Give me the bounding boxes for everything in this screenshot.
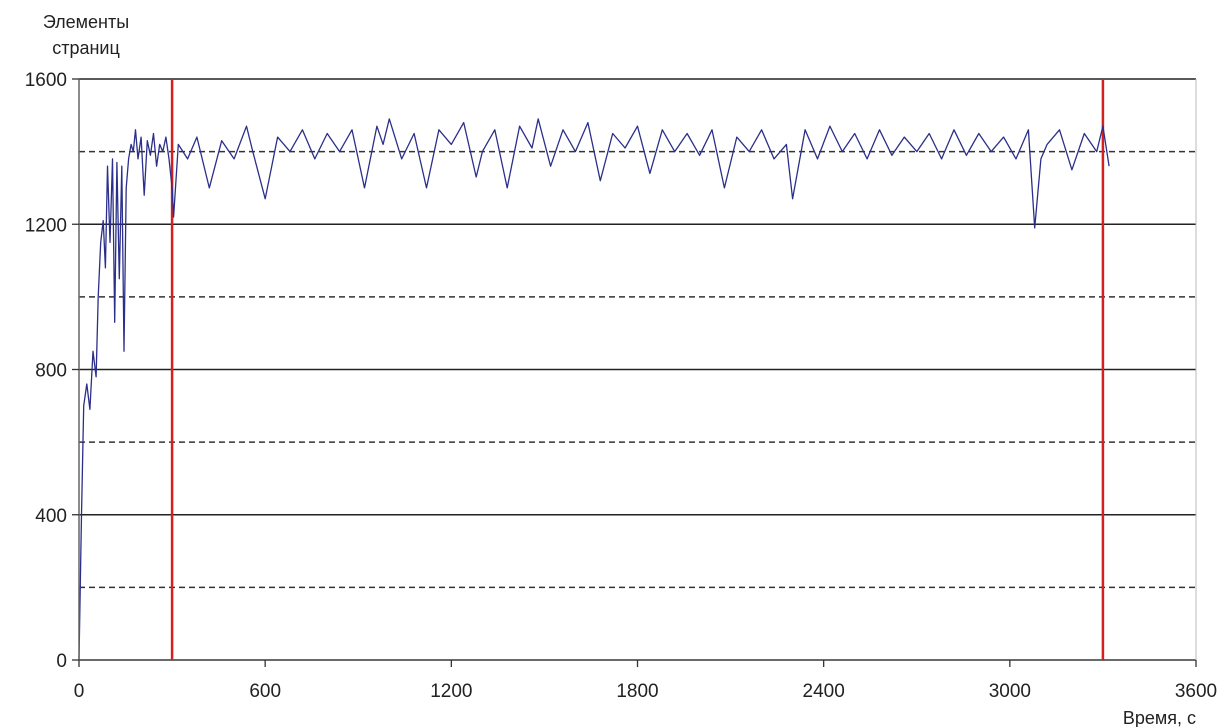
y-tick-label: 1600 (25, 70, 67, 91)
tick-labels: 0 400 800 1200 1600 0 600 1200 1800 2400 3000 3600 (25, 70, 1217, 702)
y-axis-title-line-2: страниц (52, 38, 120, 58)
x-tick-label: 1800 (616, 681, 658, 702)
x-tick-label: 2400 (803, 681, 845, 702)
series-line-0 (78, 118, 1110, 661)
gridlines (79, 78, 1196, 589)
y-tick-label: 800 (35, 361, 67, 382)
x-tick-label: 3000 (989, 681, 1031, 702)
y-tick-label: 0 (56, 651, 67, 672)
y-tick-label: 1200 (25, 215, 67, 236)
x-tick-label: 600 (249, 681, 281, 702)
x-tick-label: 3600 (1175, 681, 1217, 702)
x-tick-label: 0 (74, 681, 85, 702)
axes (72, 78, 1197, 667)
x-tick-label: 1200 (430, 681, 472, 702)
x-axis-title: Время, с (1123, 708, 1196, 727)
y-tick-label: 400 (35, 506, 67, 527)
vertical-markers (170, 79, 1105, 660)
series-layer (78, 118, 1110, 661)
y-axis-title-line-1: Элементы (43, 12, 129, 32)
